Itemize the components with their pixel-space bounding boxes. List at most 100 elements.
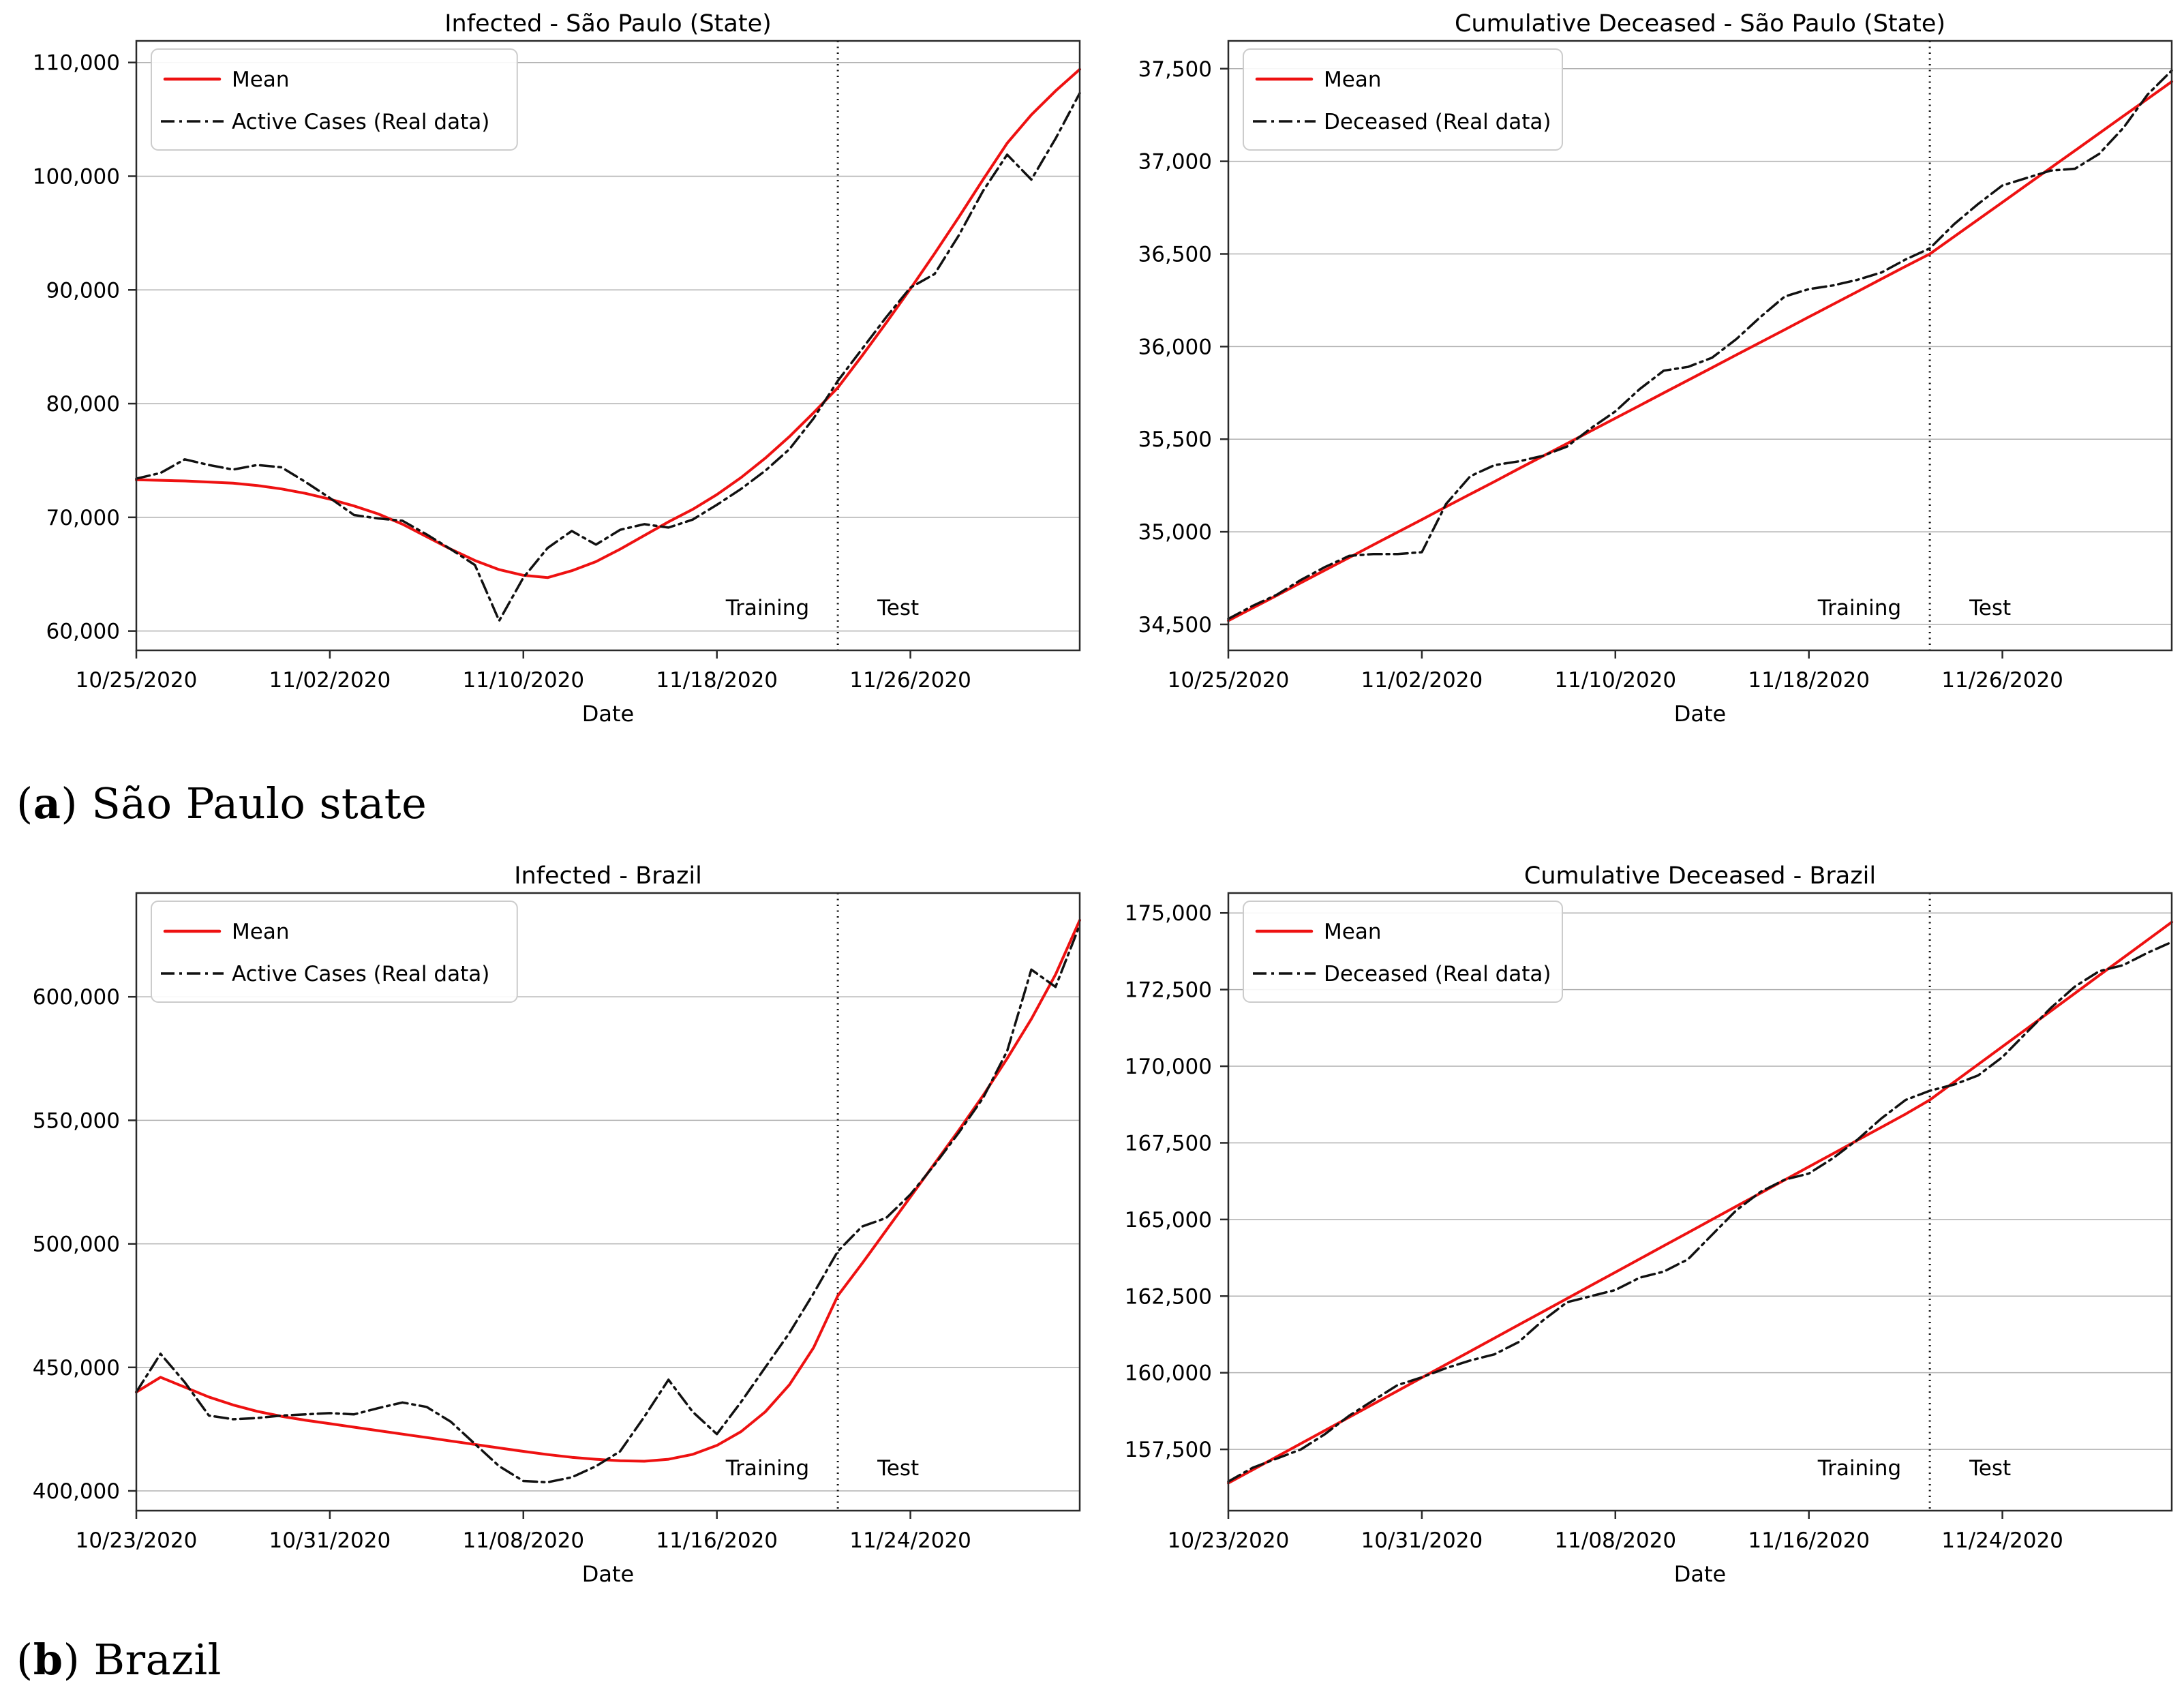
legend-real-data-label: Active Cases (Real data) [232,962,489,986]
series-line-mean [1227,920,2173,1485]
caption-b-text: Brazil [93,1635,222,1685]
caption-a: (a) São Paulo state [16,779,427,828]
x-tick-label: 11/26/2020 [849,668,971,693]
x-tick-label: 10/23/2020 [1168,1528,1290,1553]
chart-panel-deceased-sao-paulo: Cumulative Deceased - São Paulo (State) 3… [1102,4,2181,731]
test-label: Test [1969,1456,2011,1481]
chart-panel-infected-sao-paulo: Infected - São Paulo (State) 60,000 70,000… [10,4,1089,731]
x-tick-label: 10/25/2020 [1168,668,1290,693]
y-tick-label: 37,000 [1138,150,1212,175]
legend-mean-label: Mean [232,67,289,92]
y-tick-label: 35,500 [1138,427,1212,452]
y-tick-label: 37,500 [1138,57,1212,82]
line-chart-3: Cumulative Deceased - Brazil 157,500 160,0… [1125,862,2173,1587]
line-chart-2: Infected - Brazil 400,000 450,000 500,000 55… [33,862,1081,1587]
chart-title: Infected - São Paulo (State) [444,10,772,37]
y-tick-label: 80,000 [46,392,120,417]
chart-title: Cumulative Deceased - São Paulo (State) [1455,10,1945,37]
chart-title: Cumulative Deceased - Brazil [1524,862,1876,890]
y-tick-label: 162,500 [1125,1284,1212,1309]
y-tick-label: 36,000 [1138,335,1212,359]
caption-a-text: São Paulo state [91,779,427,828]
x-tick-label: 11/10/2020 [1554,668,1676,693]
y-tick-label: 110,000 [33,51,120,76]
training-label: Training [1817,596,1901,620]
x-tick-label: 11/02/2020 [1361,668,1483,693]
chart-title: Infected - Brazil [514,862,702,890]
legend-box [1243,48,1563,151]
y-tick-label: 35,000 [1138,520,1212,545]
series-line-real-data [135,91,1081,622]
legend-box [151,901,518,1003]
legend-real-data-label: Deceased (Real data) [1324,962,1551,986]
chart-panel-deceased-brazil: Cumulative Deceased - Brazil 157,500 160,0… [1102,856,2181,1599]
x-tick-label: 11/02/2020 [269,668,391,693]
training-label: Training [725,596,809,620]
caption-a-label: (a) [16,779,78,828]
x-tick-label: 10/31/2020 [269,1528,391,1553]
y-tick-label: 500,000 [33,1233,120,1257]
legend-mean-label: Mean [232,920,289,944]
series-line-mean [135,67,1081,579]
legend-box [151,48,518,151]
legend-mean-label: Mean [1324,67,1381,92]
y-tick-label: 550,000 [33,1108,120,1133]
series-line-mean [1227,80,2173,622]
x-axis-title: Date [1674,701,1726,727]
x-tick-label: 10/23/2020 [76,1528,198,1553]
y-tick-label: 36,500 [1138,242,1212,267]
x-tick-label: 11/24/2020 [849,1528,971,1553]
y-tick-label: 167,500 [1125,1131,1212,1155]
y-tick-label: 157,500 [1125,1438,1212,1462]
series-line-real-data [135,924,1081,1484]
y-tick-label: 60,000 [46,620,120,644]
y-tick-label: 70,000 [46,506,120,530]
test-label: Test [877,596,919,620]
x-axis-title: Date [1674,1561,1726,1587]
y-tick-label: 34,500 [1138,613,1212,637]
training-label: Training [725,1456,809,1481]
x-tick-label: 11/18/2020 [1748,668,1870,693]
plot-border [1227,40,2173,652]
legend-real-data-label: Active Cases (Real data) [232,110,489,134]
y-tick-label: 165,000 [1125,1208,1212,1233]
y-tick-label: 90,000 [46,278,120,303]
test-label: Test [1969,596,2011,620]
series-line-real-data [1227,69,2173,620]
training-label: Training [1817,1456,1901,1481]
legend-real-data-label: Deceased (Real data) [1324,110,1551,134]
x-tick-label: 11/08/2020 [462,1528,584,1553]
line-chart-0: Infected - São Paulo (State) 60,000 70,000… [33,10,1081,727]
plot-border [1227,892,2173,1512]
x-tick-label: 11/24/2020 [1941,1528,2063,1553]
chart-panel-infected-brazil: Infected - Brazil 400,000 450,000 500,000 55… [10,856,1089,1599]
x-tick-label: 11/16/2020 [1748,1528,1870,1553]
x-tick-label: 11/08/2020 [1554,1528,1676,1553]
legend-mean-label: Mean [1324,920,1381,944]
legend-box [1243,901,1563,1003]
caption-b: (b) Brazil [16,1635,222,1685]
y-tick-label: 450,000 [33,1356,120,1380]
line-chart-1: Cumulative Deceased - São Paulo (State) 3… [1138,10,2173,727]
y-tick-label: 172,500 [1125,978,1212,1003]
y-tick-label: 600,000 [33,985,120,1010]
x-tick-label: 11/18/2020 [656,668,778,693]
y-tick-label: 160,000 [1125,1361,1212,1386]
x-tick-label: 10/31/2020 [1361,1528,1483,1553]
series-line-real-data [1227,941,2173,1483]
x-tick-label: 11/10/2020 [462,668,584,693]
y-tick-label: 175,000 [1125,901,1212,926]
x-axis-title: Date [582,1561,634,1587]
x-axis-title: Date [582,701,634,727]
x-tick-label: 11/16/2020 [656,1528,778,1553]
y-tick-label: 170,000 [1125,1055,1212,1079]
y-tick-label: 100,000 [33,164,120,189]
caption-b-label: (b) [16,1635,80,1685]
plot-border [135,892,1081,1512]
x-tick-label: 11/26/2020 [1941,668,2063,693]
x-tick-label: 10/25/2020 [76,668,198,693]
plot-border [135,40,1081,652]
y-tick-label: 400,000 [33,1479,120,1504]
test-label: Test [877,1456,919,1481]
